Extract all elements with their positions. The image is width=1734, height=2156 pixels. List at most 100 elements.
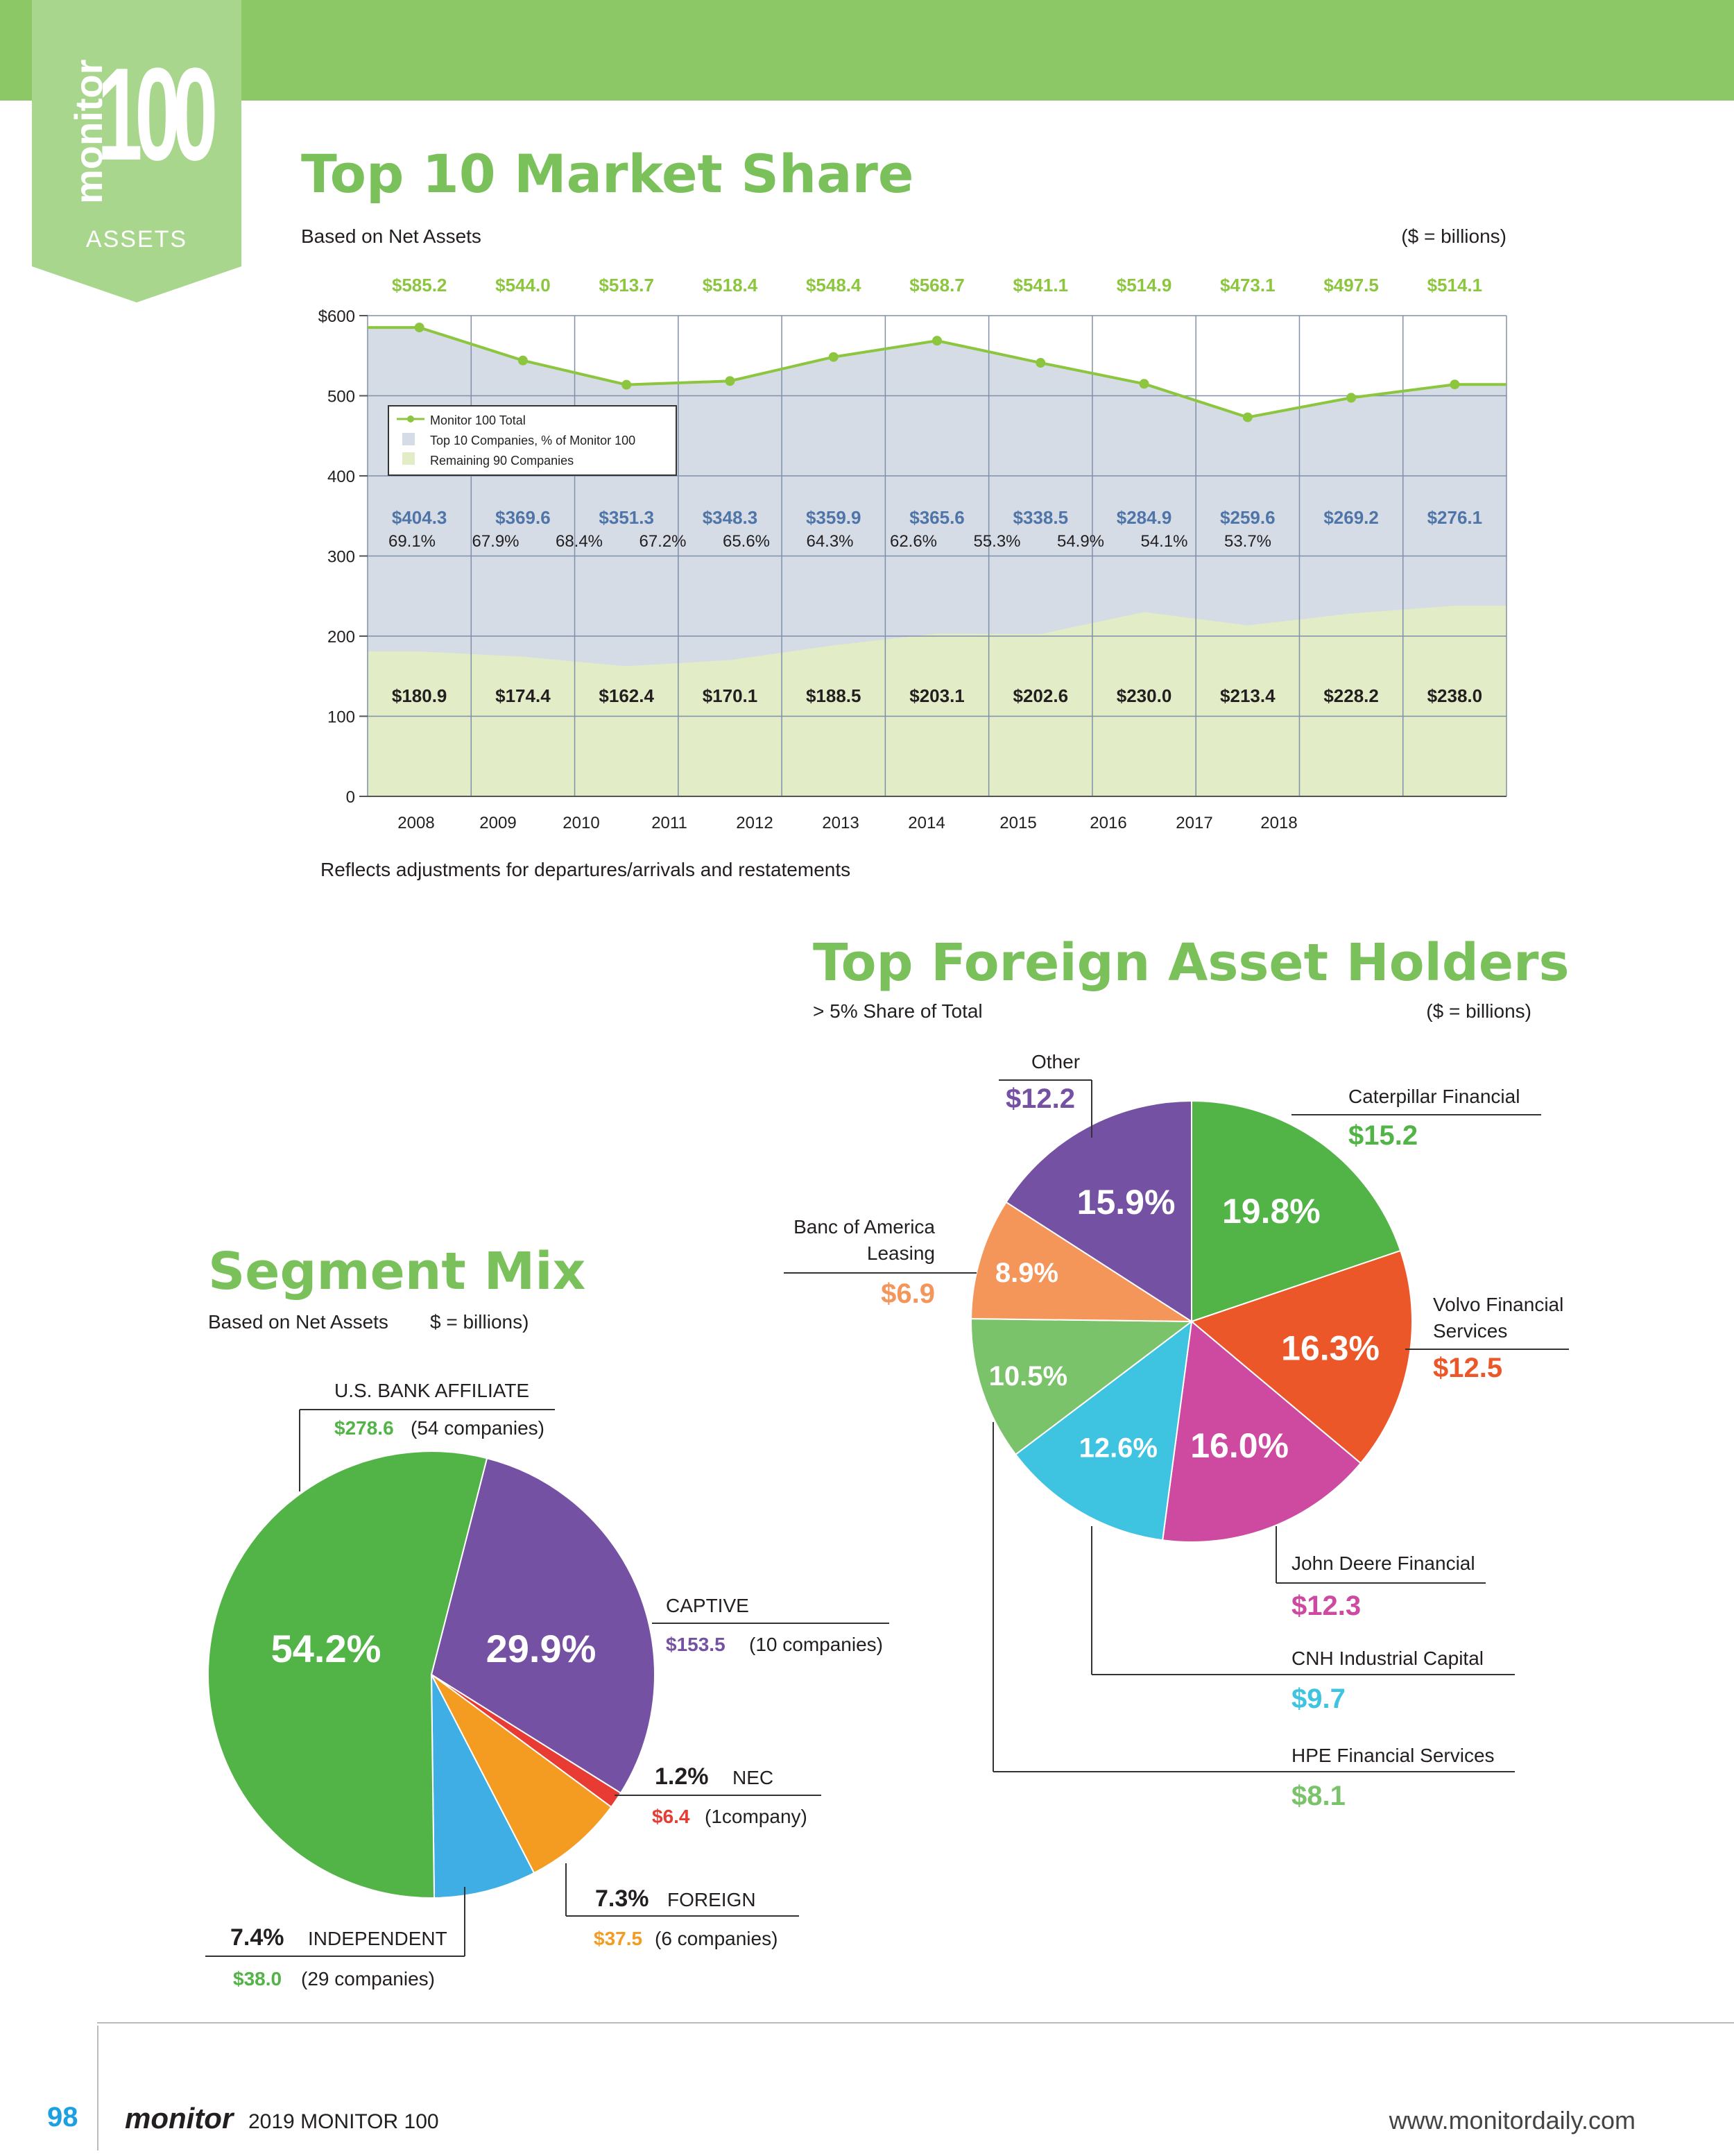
pie-slice xyxy=(431,1674,535,1899)
pie-slice-caterpillar-financial-label: 19.8% xyxy=(1222,1192,1321,1231)
callout-banc-name-2: Leasing xyxy=(867,1242,935,1264)
total-point xyxy=(1242,412,1253,422)
legend-swatch-remaining xyxy=(402,452,415,465)
pie-slice-hpe-financial-services-label: 10.5% xyxy=(989,1361,1067,1392)
top10-value-label: $284.9 xyxy=(1117,507,1172,528)
total-point xyxy=(1139,379,1149,389)
top10-percent-label: 68.4% xyxy=(556,532,603,551)
legend-swatch-top10 xyxy=(402,433,415,445)
remaining-value-label: $202.6 xyxy=(1013,685,1069,706)
callout-other-value: $12.2 xyxy=(1006,1084,1075,1114)
callout-nec-companies: (1company) xyxy=(705,1806,807,1827)
pie-slice-volvo-financial-services-label: 16.3% xyxy=(1281,1329,1380,1368)
x-tick-label: 2010 xyxy=(563,814,599,832)
top10-percent-label: 69.1% xyxy=(388,532,436,551)
pie-slice-u-s-bank-affiliate-label: 54.2% xyxy=(271,1627,381,1670)
page-number: 98 xyxy=(47,2102,78,2132)
remaining-area xyxy=(368,606,1506,796)
pie-slice-other-label: 15.9% xyxy=(1077,1183,1176,1222)
footer-rule xyxy=(97,2022,1734,2024)
footer-brand: monitor xyxy=(125,2102,234,2134)
pie-slice xyxy=(207,1451,488,1899)
callout-affiliate-name: U.S. BANK AFFILIATE xyxy=(334,1380,529,1401)
remaining-value-label: $213.4 xyxy=(1220,685,1276,706)
market-title: Top 10 Market Share xyxy=(301,143,914,205)
callout-volvo-value: $12.5 xyxy=(1433,1353,1502,1383)
callout-affiliate-companies: (54 companies) xyxy=(411,1417,544,1439)
callout-volvo-name-1: Volvo Financial xyxy=(1433,1294,1563,1315)
x-tick-label: 2012 xyxy=(736,814,773,832)
callout-hpe-value: $8.1 xyxy=(1291,1781,1346,1811)
top10-value-label: $359.9 xyxy=(806,507,861,528)
top10-percent-label: 55.3% xyxy=(973,532,1020,551)
total-value-label: $541.1 xyxy=(1013,275,1069,296)
total-point xyxy=(517,355,528,366)
top10-percent-label: 67.9% xyxy=(472,532,519,551)
segment-units: $ = billions) xyxy=(430,1311,529,1333)
callout-other-name: Other xyxy=(1031,1051,1080,1072)
total-point xyxy=(1036,358,1046,368)
total-point xyxy=(725,376,735,386)
top10-percent-label: 54.9% xyxy=(1057,532,1104,551)
total-value-label: $585.2 xyxy=(392,275,447,296)
y-tick-label: 300 xyxy=(327,548,355,567)
total-value-label: $514.1 xyxy=(1427,275,1483,296)
top10-value-label: $369.6 xyxy=(495,507,551,528)
callout-nec-percent: 1.2% xyxy=(655,1763,709,1790)
top10-value-label: $365.6 xyxy=(909,507,965,528)
remaining-value-label: $238.0 xyxy=(1427,685,1483,706)
foreign-title: Top Foreign Asset Holders xyxy=(813,933,1570,993)
remaining-value-label: $174.4 xyxy=(495,685,551,706)
top10-percent-label: 65.6% xyxy=(723,532,770,551)
top10-value-label: $259.6 xyxy=(1220,507,1276,528)
top10-value-label: $404.3 xyxy=(392,507,447,528)
callout-independent-name: INDEPENDENT xyxy=(308,1928,447,1949)
callout-banc-name-1: Banc of America xyxy=(793,1216,935,1238)
callout-caterpillar-name: Caterpillar Financial xyxy=(1348,1086,1520,1107)
segment-basis: Based on Net Assets xyxy=(208,1311,388,1333)
remaining-value-label: $230.0 xyxy=(1117,685,1172,706)
total-point xyxy=(621,379,632,390)
top10-percent-label: 54.1% xyxy=(1140,532,1187,551)
top10-percent-label: 64.3% xyxy=(806,532,853,551)
legend-label: Top 10 Companies, % of Monitor 100 xyxy=(430,434,635,447)
callout-deere-value: $12.3 xyxy=(1291,1591,1361,1621)
y-tick-label: 100 xyxy=(327,708,355,727)
total-point xyxy=(828,352,839,362)
market-share-chart: $600 500 400 300 200 100 0 2008 2009 2010 2011 2012… xyxy=(318,275,1507,832)
pie-slice xyxy=(1005,1100,1192,1323)
callout-cnh-name: CNH Industrial Capital xyxy=(1291,1648,1484,1669)
total-value-label: $544.0 xyxy=(495,275,551,296)
top10-value-label: $348.3 xyxy=(703,507,758,528)
x-tick-label: 2011 xyxy=(651,814,687,832)
x-tick-label: 2016 xyxy=(1090,814,1126,832)
x-tick-label: 2018 xyxy=(1260,814,1297,832)
callout-caterpillar-value: $15.2 xyxy=(1348,1120,1418,1151)
total-point xyxy=(1346,393,1357,403)
badge-number: 100 xyxy=(97,41,218,188)
total-value-label: $514.9 xyxy=(1117,275,1172,296)
x-tick-label: 2014 xyxy=(908,814,945,832)
pie-slice xyxy=(1014,1319,1193,1541)
badge-section: ASSETS xyxy=(85,226,188,253)
remaining-value-label: $170.1 xyxy=(703,685,758,706)
callout-cnh-value: $9.7 xyxy=(1291,1684,1346,1714)
legend-label: Monitor 100 Total xyxy=(430,413,526,427)
total-value-label: $513.7 xyxy=(599,275,654,296)
header-bar xyxy=(0,0,1734,101)
x-tick-label: 2008 xyxy=(397,814,434,832)
footer-edition: 2019 MONITOR 100 xyxy=(248,2110,439,2133)
x-tick-label: 2009 xyxy=(479,814,516,832)
callout-independent-percent: 7.4% xyxy=(230,1924,284,1951)
callout-foreign-percent: 7.3% xyxy=(595,1885,649,1912)
x-tick-label: 2013 xyxy=(822,814,859,832)
legend-label: Remaining 90 Companies xyxy=(430,454,574,468)
legend-point-swatch xyxy=(407,416,414,422)
y-tick-label: 400 xyxy=(327,468,355,486)
callout-captive-value: $153.5 xyxy=(666,1634,726,1655)
total-value-label: $473.1 xyxy=(1220,275,1276,296)
pie-slice-banc-of-america-leasing-label: 8.9% xyxy=(995,1258,1058,1288)
foreign-basis: > 5% Share of Total xyxy=(813,1000,983,1022)
top10-percent-label: 62.6% xyxy=(890,532,937,551)
pie-slice xyxy=(1191,1100,1402,1323)
